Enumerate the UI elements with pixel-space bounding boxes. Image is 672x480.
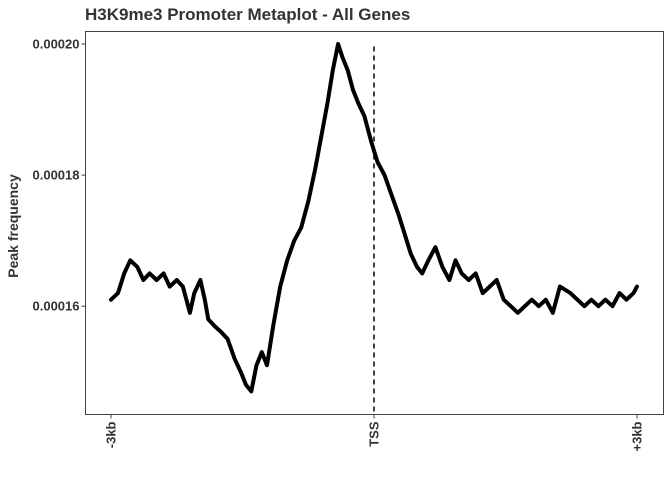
y-tick-label: 0.00016: [33, 299, 80, 314]
chart-title: H3K9me3 Promoter Metaplot - All Genes: [85, 5, 410, 24]
y-tick-label: 0.00020: [33, 37, 80, 52]
series-line-0: [109, 42, 639, 394]
y-ticks: 0.00016 0.00018 0.00020: [33, 37, 86, 314]
x-tick-label: TSS: [367, 421, 382, 447]
y-axis-label: Peak frequency: [5, 174, 21, 278]
y-tick-label: 0.00018: [33, 168, 80, 183]
x-tick-label: -3kb: [104, 421, 119, 448]
x-ticks: -3kb TSS +3kb: [104, 414, 645, 452]
x-tick-label: +3kb: [630, 421, 645, 451]
plot-layer: [109, 42, 639, 415]
